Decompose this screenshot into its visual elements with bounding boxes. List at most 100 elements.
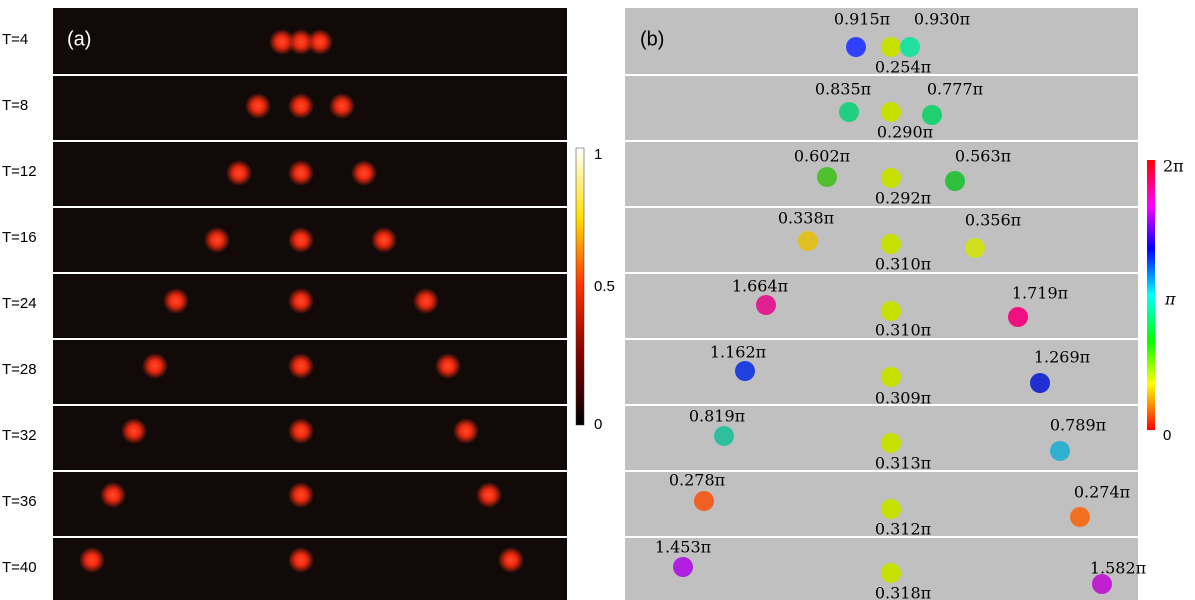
phase-label: 0.915π	[834, 10, 890, 29]
phase-spot	[1008, 307, 1028, 327]
colorbar-tick: 0	[1163, 427, 1171, 444]
row-label: T=24	[2, 295, 37, 312]
spot	[288, 418, 314, 444]
row-label: T=36	[2, 493, 37, 510]
phase-spot	[881, 499, 901, 519]
spot	[204, 227, 230, 253]
spot	[121, 418, 147, 444]
phase-label: 0.309π	[875, 389, 931, 408]
phase-spot	[714, 426, 734, 446]
phase-label: 0.274π	[1074, 483, 1130, 502]
phase-spot	[881, 102, 901, 122]
phase-label: 0.313π	[875, 454, 931, 473]
phase-label: 1.719π	[1012, 284, 1068, 303]
phase-spot	[881, 234, 901, 254]
colorbar-tick: 1	[594, 146, 602, 163]
phase-spot	[881, 168, 901, 188]
phase-label: 0.290π	[877, 123, 933, 142]
row-label: T=12	[2, 163, 37, 180]
spot	[476, 482, 502, 508]
phase-spot	[881, 301, 901, 321]
spot	[245, 93, 271, 119]
spot	[498, 547, 524, 573]
colorbar-b	[1147, 160, 1155, 430]
phase-label: 0.278π	[669, 471, 725, 490]
spot	[142, 353, 168, 379]
phase-spot	[839, 102, 859, 122]
phase-spot	[846, 37, 866, 57]
phase-label: 0.292π	[875, 189, 931, 208]
row-label: T=8	[2, 97, 28, 114]
spot	[329, 93, 355, 119]
phase-spot	[756, 295, 776, 315]
colorbar-tick: π	[1164, 290, 1176, 309]
phase-label: 0.318π	[875, 584, 931, 600]
phase-spot	[881, 563, 901, 583]
panel-label: (a)	[67, 28, 91, 50]
phase-spot	[673, 557, 693, 577]
row-label: T=28	[2, 361, 37, 378]
colorbar-tick: 2π	[1163, 157, 1184, 176]
spot	[79, 547, 105, 573]
phase-spot	[735, 361, 755, 381]
phase-spot	[881, 433, 901, 453]
phase-spot	[965, 238, 985, 258]
phase-spot	[817, 167, 837, 187]
spot	[288, 160, 314, 186]
phase-label: 0.563π	[955, 147, 1011, 166]
spot	[163, 288, 189, 314]
phase-label: 0.254π	[875, 58, 931, 77]
spot	[288, 288, 314, 314]
row-label: T=16	[2, 229, 37, 246]
spot	[453, 418, 479, 444]
spot	[288, 353, 314, 379]
phase-spot	[922, 105, 942, 125]
phase-spot	[1092, 574, 1112, 594]
phase-spot	[1070, 507, 1090, 527]
phase-spot	[1030, 373, 1050, 393]
phase-label: 1.664π	[732, 277, 788, 296]
phase-label: 0.777π	[927, 80, 983, 99]
colorbar-a	[575, 147, 585, 426]
row-label: T=32	[2, 427, 37, 444]
spot	[413, 288, 439, 314]
phase-spot	[881, 367, 901, 387]
phase-label: 0.819π	[689, 407, 745, 426]
panel-label: (b)	[640, 28, 664, 50]
phase-spot	[881, 37, 901, 57]
phase-label: 0.312π	[875, 520, 931, 539]
phase-label: 1.269π	[1034, 348, 1090, 367]
spot	[100, 482, 126, 508]
spot	[351, 160, 377, 186]
spot	[226, 160, 252, 186]
phase-label: 1.453π	[655, 538, 711, 557]
phase-label: 0.338π	[778, 209, 834, 228]
phase-label: 1.582π	[1090, 559, 1146, 578]
spot	[269, 29, 295, 55]
phase-label: 0.930π	[914, 10, 970, 29]
spot	[288, 227, 314, 253]
row-label: T=40	[2, 559, 37, 576]
colorbar-tick: 0.5	[594, 278, 615, 295]
phase-spot	[900, 37, 920, 57]
phase-label: 0.789π	[1050, 416, 1106, 435]
spot	[288, 482, 314, 508]
phase-label: 0.835π	[815, 80, 871, 99]
row-label: T=4	[2, 31, 28, 48]
phase-spot	[1050, 441, 1070, 461]
phase-spot	[945, 171, 965, 191]
phase-label: 1.162π	[710, 343, 766, 362]
spot	[288, 29, 314, 55]
spot	[371, 227, 397, 253]
phase-label: 0.356π	[965, 211, 1021, 230]
colorbar-tick: 0	[594, 416, 602, 433]
phase-spot	[798, 231, 818, 251]
spot	[307, 29, 333, 55]
spot	[288, 547, 314, 573]
phase-label: 0.310π	[875, 255, 931, 274]
phase-spot	[694, 491, 714, 511]
phase-label: 0.602π	[794, 147, 850, 166]
spot	[435, 353, 461, 379]
spot	[288, 93, 314, 119]
